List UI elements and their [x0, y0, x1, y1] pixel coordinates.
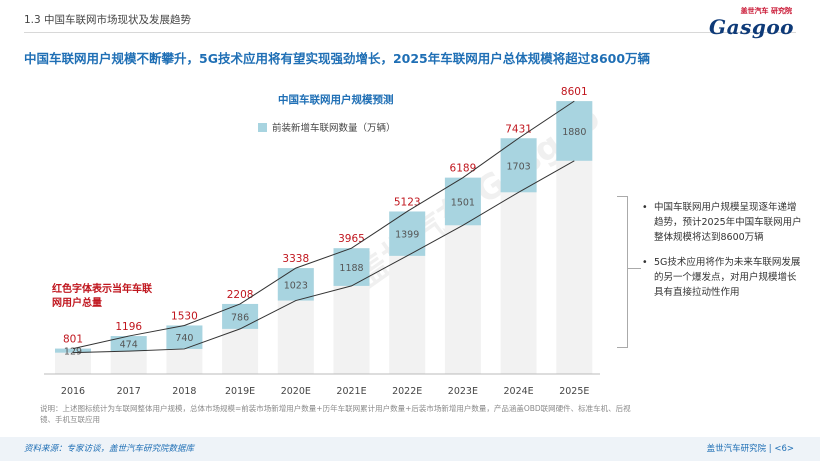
x-tick-label: 2020E: [281, 386, 311, 397]
logo-word: Gasgoo: [709, 15, 794, 39]
header-divider: [24, 32, 796, 33]
legend-label: 前装新增车联网数量（万辆）: [272, 123, 396, 134]
new-user-value: 1501: [451, 197, 475, 208]
bullet-item: • 中国车联网用户规模呈现逐年递增趋势，预计2025年中国车联网用户整体规模将达…: [642, 200, 802, 245]
total-value: 7431: [505, 123, 532, 135]
new-user-value: 129: [64, 347, 82, 358]
x-tick-label: 2024E: [504, 386, 534, 397]
chart-title: 中国车联网用户规模预测: [278, 94, 394, 106]
new-user-bar: [110, 336, 147, 352]
footer-bar: 资料来源：专家访谈，盖世汽车研究院数据库 盖世汽车研究院 | <6>: [0, 437, 820, 461]
total-value: 2208: [227, 289, 254, 301]
bullet-item: • 5G技术应用将作为未来车联网发展的另一个爆发点，对用户规模增长具有直接拉动性…: [642, 255, 802, 300]
gasgoo-logo: 盖世汽车 研究院 Gasgoo: [688, 6, 798, 39]
total-value: 5123: [394, 196, 421, 208]
base-trend-line: [72, 160, 575, 354]
new-user-bar: [55, 348, 91, 353]
new-user-value: 1399: [395, 230, 419, 241]
headline: 中国车联网用户规模不断攀升，5G技术应用将有望实现强劲增长，2025年车联网用户…: [24, 51, 651, 66]
total-value: 3338: [282, 253, 309, 265]
legend-swatch: [258, 122, 267, 132]
new-user-bar: [166, 325, 203, 349]
new-user-value: 474: [120, 340, 138, 351]
x-tick-label: 2023E: [448, 386, 478, 397]
section-title: 1.3 中国车联网市场现状及发展趋势: [24, 14, 192, 26]
new-user-bar: [277, 268, 314, 301]
bullet-text: 5G技术应用将作为未来车联网发展的另一个爆发点，对用户规模增长具有直接拉动性作用: [654, 257, 801, 298]
red-total-note: 红色字体表示当年车联网用户总量: [52, 284, 152, 309]
new-user-value: 1188: [339, 263, 363, 274]
source-text: 资料来源：专家访谈，盖世汽车研究院数据库: [24, 444, 195, 454]
total-value: 1530: [171, 310, 198, 322]
x-tick-label: 2016: [61, 386, 85, 397]
total-value: 8601: [561, 86, 588, 98]
total-trend-line: [72, 100, 575, 350]
chart-legend: 前装新增车联网数量（万辆）: [258, 120, 396, 134]
x-tick-label: 2021E: [336, 386, 366, 397]
new-user-bar: [556, 101, 593, 161]
new-user-value: 1023: [284, 280, 308, 291]
logo-tag: 盖世汽车 研究院: [740, 7, 792, 15]
x-tick-label: 2025E: [559, 386, 589, 397]
x-tick-label: 2019E: [225, 386, 255, 397]
total-value: 6189: [450, 163, 477, 175]
x-tick-label: 2018: [172, 386, 196, 397]
new-user-value: 1703: [507, 161, 531, 172]
total-value: 1196: [115, 321, 142, 333]
new-user-value: 740: [175, 333, 193, 344]
x-tick-label: 2022E: [392, 386, 422, 397]
bullet-marker: •: [642, 202, 648, 213]
footnote: 说明：上述图标统计为车联网整体用户规模，总体市场规模=前装市场新增用户数量+历年…: [40, 404, 631, 424]
bracket-connector: [627, 268, 641, 269]
x-tick-label: 2017: [117, 386, 141, 397]
new-user-value: 1880: [562, 127, 586, 138]
new-user-bar: [444, 177, 481, 226]
page-brand: 盖世汽车研究院 | <6>: [706, 444, 794, 454]
bullet-marker: •: [642, 257, 648, 268]
bullet-list: • 中国车联网用户规模呈现逐年递增趋势，预计2025年中国车联网用户整体规模将达…: [642, 200, 802, 310]
total-value: 3965: [338, 233, 365, 245]
bracket: [617, 196, 628, 348]
total-value: 801: [63, 334, 83, 346]
new-user-value: 786: [231, 312, 249, 323]
bullet-text: 中国车联网用户规模呈现逐年递增趋势，预计2025年中国车联网用户整体规模将达到8…: [654, 202, 802, 243]
